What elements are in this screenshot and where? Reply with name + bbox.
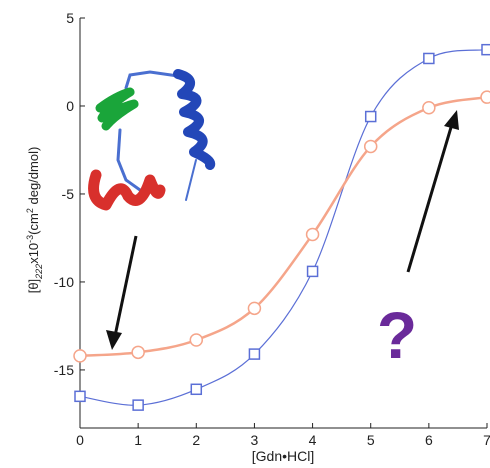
circle-marker: [480, 90, 490, 104]
circle-marker: [247, 301, 262, 316]
square-marker: [364, 110, 377, 123]
fit-curve: [79, 49, 488, 406]
x-tick-label: 7: [483, 432, 490, 448]
y-label-sup: -3: [25, 235, 35, 243]
y-tick-label: -15: [54, 362, 74, 378]
square-marker: [74, 390, 86, 403]
x-tick-label: 4: [309, 432, 317, 448]
x-tick-label: 6: [425, 432, 433, 448]
y-label-sup: 2: [25, 208, 35, 213]
circle-marker: [305, 227, 320, 242]
y-tick-label: -10: [54, 274, 74, 290]
square-marker: [132, 399, 144, 411]
y-tick-label: 5: [66, 10, 74, 26]
x-tick-label: 0: [76, 432, 84, 448]
square-marker: [423, 52, 435, 65]
question-mark: ?: [377, 298, 417, 372]
x-tick-label: 3: [251, 432, 259, 448]
circle-marker: [363, 139, 378, 154]
fit-curve: [79, 95, 488, 358]
y-label-part: (cm: [26, 213, 41, 235]
y-label-part: [θ]: [26, 279, 41, 293]
protein-illustration: [88, 69, 216, 211]
y-label-part: deg/dmol): [26, 147, 41, 208]
circle-marker: [73, 349, 87, 363]
square-marker: [190, 383, 203, 396]
x-axis-label: [Gdn•HCl]: [252, 448, 314, 464]
square-marker: [248, 348, 261, 360]
circle-marker: [131, 345, 145, 360]
y-label-part: x10: [26, 243, 41, 264]
circle-marker: [422, 100, 436, 115]
x-tick-label: 1: [134, 432, 142, 448]
y-axis-label: [θ]222x10-3(cm2 deg/dmol): [25, 147, 44, 294]
arrows: [106, 110, 459, 350]
square-marker: [306, 265, 319, 278]
y-tick-label: 0: [66, 98, 74, 114]
y-tick-label: -5: [62, 186, 75, 202]
y-label-sub: 222: [34, 264, 44, 280]
square-marker: [481, 43, 490, 56]
circle-marker: [189, 333, 204, 347]
x-tick-label: 2: [192, 432, 200, 448]
x-tick-label: 5: [367, 432, 375, 448]
